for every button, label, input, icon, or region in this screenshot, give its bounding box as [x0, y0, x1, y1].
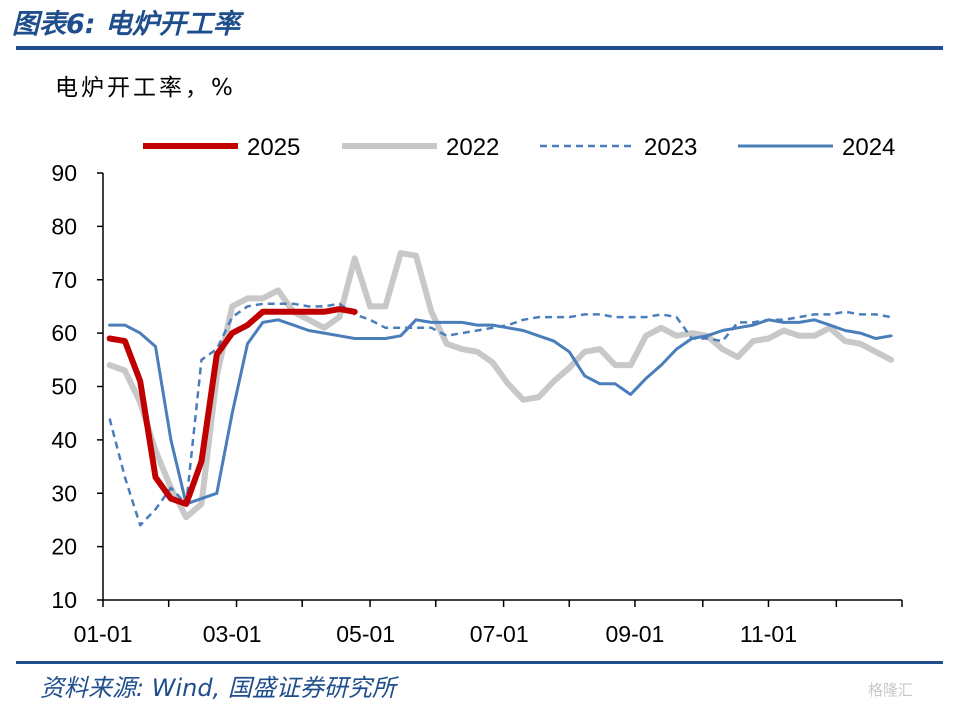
- legend: 2025 2022 2023 2024: [143, 134, 895, 161]
- y-tick-label: 20: [51, 534, 77, 560]
- y-tick-label: 70: [51, 267, 77, 293]
- title-rule: [16, 46, 943, 50]
- y-tick-label: 30: [51, 480, 77, 506]
- x-tick-label: 01-01: [74, 621, 133, 647]
- y-tick-label: 50: [51, 374, 77, 400]
- series-line-2025: [106, 306, 358, 507]
- y-tick-label: 60: [51, 320, 77, 346]
- y-tick-label: 90: [51, 160, 77, 186]
- unit-label: 电炉开工率，%: [55, 75, 236, 101]
- legend-label-2025: 2025: [247, 134, 300, 161]
- watermark-logo: 格隆汇: [868, 681, 914, 699]
- legend-label-2024: 2024: [842, 134, 895, 161]
- y-tick-label: 80: [51, 213, 77, 239]
- x-tick-label: 11-01: [740, 621, 797, 647]
- series-line-2022: [106, 250, 895, 521]
- x-tick-label: 07-01: [470, 621, 529, 647]
- source-note: 资料来源: Wind, 国盛证券研究所: [40, 674, 396, 702]
- source-rule: [16, 661, 943, 664]
- x-tick-label: 03-01: [203, 621, 262, 647]
- y-tick-label: 10: [51, 587, 77, 613]
- x-tick-label: 09-01: [606, 621, 665, 647]
- figure-title: 图表6: 电炉开工率: [12, 9, 240, 40]
- y-tick-label: 40: [51, 427, 77, 453]
- x-tick-label: 05-01: [336, 621, 395, 647]
- legend-label-2022: 2022: [446, 134, 499, 161]
- series-line-2024: [108, 318, 893, 506]
- series-layer: [106, 250, 895, 527]
- legend-label-2023: 2023: [644, 134, 697, 161]
- axes: 10 20 30 40 50 60 70 80 90 01-01 03-01 05-01 07-01 09…: [51, 160, 903, 647]
